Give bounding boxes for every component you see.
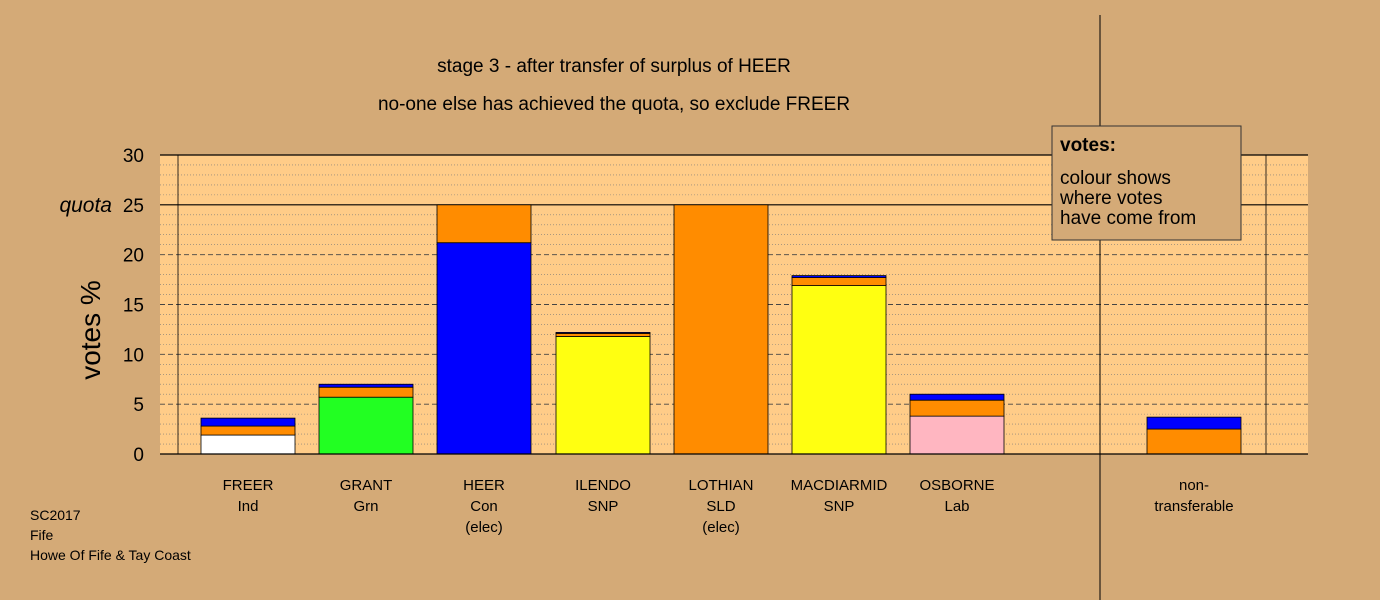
legend-line-3: have come from [1060, 208, 1196, 229]
legend-line-1: colour shows [1060, 168, 1171, 189]
category-label: GRANT [340, 477, 393, 494]
chart-title: stage 3 - after transfer of surplus of H… [437, 56, 791, 77]
bar-segment [909, 415, 1005, 455]
y-tick-label: 25 [123, 196, 144, 217]
bar-segment [318, 396, 414, 455]
x-category-labels: FREER Ind GRANT Grn HEER Con (elec) ILENDO SNP LO… [223, 477, 1234, 536]
quota-label: quota [59, 194, 112, 217]
category-label: (elec) [702, 519, 740, 536]
category-label: Grn [353, 498, 378, 515]
category-label: SLD [706, 498, 735, 515]
y-tick-labels: 0 5 10 15 20 25 30 [123, 146, 144, 466]
bar-segment [1146, 428, 1242, 455]
legend-box [1051, 125, 1242, 241]
bar-segment [200, 425, 296, 436]
footer-line-3: Howe Of Fife & Tay Coast [30, 547, 191, 563]
y-tick-label: 15 [123, 296, 144, 317]
category-label: FREER [223, 477, 274, 494]
bar-segment [200, 417, 296, 427]
category-label: SNP [588, 498, 619, 515]
y-tick-label: 30 [123, 146, 144, 167]
legend: votes: colour shows where votes have com… [1051, 125, 1242, 241]
category-label: LOTHIAN [688, 477, 753, 494]
category-label: HEER [463, 477, 505, 494]
bar-segment [909, 393, 1005, 401]
category-label: Ind [238, 498, 259, 515]
bar-segment [436, 242, 532, 455]
bar-segment [318, 383, 414, 388]
footer-line-1: SC2017 [30, 507, 81, 523]
bar-segment [791, 277, 887, 286]
category-label: ILENDO [575, 477, 631, 494]
category-label: MACDIARMID [791, 477, 888, 494]
y-tick-label: 5 [133, 395, 144, 416]
category-label: non- [1179, 477, 1209, 494]
bar-segment [436, 204, 532, 244]
bar-segment [555, 332, 651, 334]
category-label: transferable [1154, 498, 1233, 515]
bar-segment [200, 434, 296, 455]
category-label: (elec) [465, 519, 503, 536]
chart-subtitle: no-one else has achieved the quota, so e… [378, 94, 850, 115]
category-label: SNP [824, 498, 855, 515]
legend-line-2: where votes [1059, 188, 1162, 209]
category-label: OSBORNE [919, 477, 994, 494]
y-axis-label: votes % [75, 280, 106, 380]
bar-segment [909, 399, 1005, 417]
bar-segment [673, 204, 769, 455]
y-tick-label: 10 [123, 345, 144, 366]
y-tick-label: 0 [133, 445, 144, 466]
footer: SC2017 Fife Howe Of Fife & Tay Coast [30, 507, 191, 563]
bars [200, 204, 1242, 455]
bar-segment [791, 275, 887, 278]
category-label: Con [470, 498, 498, 515]
bar-segment [555, 335, 651, 455]
bar-segment [1146, 416, 1242, 430]
category-label: Lab [944, 498, 969, 515]
bar-segment [791, 285, 887, 455]
footer-line-2: Fife [30, 527, 54, 543]
y-tick-label: 20 [123, 246, 144, 267]
bar-segment [318, 386, 414, 398]
legend-title: votes: [1060, 135, 1116, 156]
bar-segment [555, 333, 651, 337]
